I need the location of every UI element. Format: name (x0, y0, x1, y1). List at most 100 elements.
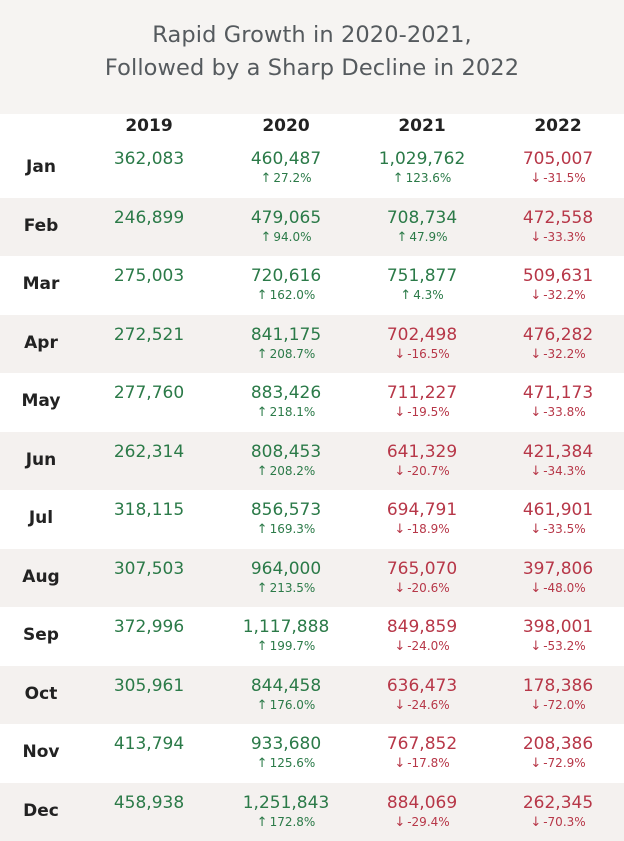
cell-value: 641,329 (352, 442, 492, 462)
change-percent: -48.0% (543, 581, 585, 595)
cell-change: ↓-32.2% (488, 287, 624, 304)
cell-value: 362,083 (79, 149, 219, 169)
cell-value: 272,521 (79, 325, 219, 345)
cell-change: ↓-33.3% (488, 229, 624, 246)
cell-value: 476,282 (488, 325, 624, 345)
change-percent: -16.5% (407, 347, 449, 361)
value-cell: 509,631↓-32.2% (488, 266, 624, 304)
value-cell: 641,329 ↓-20.7% (352, 442, 492, 480)
cell-value: 178,386 (488, 676, 624, 696)
cell-change: ↓-48.0% (488, 580, 624, 597)
change-percent: 162.0% (270, 288, 316, 302)
change-percent: -72.9% (543, 756, 585, 770)
cell-change: ↑27.2% (216, 170, 356, 187)
cell-change: ↓-18.9% (352, 521, 492, 538)
value-cell: 307,503 (79, 559, 219, 579)
value-cell: 178,386↓-72.0% (488, 676, 624, 714)
arrow-down-icon: ↓ (530, 405, 541, 420)
month-label: Mar (0, 274, 82, 294)
arrow-down-icon: ↓ (530, 464, 541, 479)
cell-value: 841,175 (216, 325, 356, 345)
month-label: Dec (0, 801, 82, 821)
change-percent: -32.2% (543, 288, 585, 302)
change-percent: -20.7% (407, 464, 449, 478)
arrow-down-icon: ↓ (530, 171, 541, 186)
cell-value: 372,996 (79, 617, 219, 637)
change-percent: -29.4% (407, 815, 449, 829)
cell-value: 479,065 (216, 208, 356, 228)
value-cell: 711,227↓-19.5% (352, 383, 492, 421)
cell-change: ↑47.9% (352, 229, 492, 246)
cell-value: 705,007 (488, 149, 624, 169)
value-cell: 460,487↑27.2% (216, 149, 356, 187)
cell-value: 421,384 (488, 442, 624, 462)
month-label: Oct (0, 684, 82, 704)
chart-title-line-2: Followed by a Sharp Decline in 2022 (105, 52, 519, 85)
value-cell: 884,069↓-29.4% (352, 793, 492, 831)
value-cell: 1,251,843↑172.8% (216, 793, 356, 831)
cell-value: 708,734 (352, 208, 492, 228)
cell-change: ↑218.1% (216, 404, 356, 421)
change-percent: 94.0% (273, 230, 311, 244)
arrow-down-icon: ↓ (530, 639, 541, 654)
arrow-down-icon: ↓ (394, 347, 405, 362)
value-cell: 883,426↑218.1% (216, 383, 356, 421)
arrow-down-icon: ↓ (394, 581, 405, 596)
cell-value: 720,616 (216, 266, 356, 286)
value-cell: 751,877↑4.3% (352, 266, 492, 304)
value-cell: 413,794 (79, 734, 219, 754)
value-cell: 702,498↓-16.5% (352, 325, 492, 363)
cell-value: 413,794 (79, 734, 219, 754)
arrow-down-icon: ↓ (394, 698, 405, 713)
change-percent: -32.2% (543, 347, 585, 361)
arrow-down-icon: ↓ (530, 288, 541, 303)
cell-change: ↓-33.8% (488, 404, 624, 421)
cell-value: 883,426 (216, 383, 356, 403)
cell-change: ↑4.3% (352, 287, 492, 304)
arrow-down-icon: ↓ (530, 347, 541, 362)
cell-change: ↓-72.9% (488, 755, 624, 772)
cell-value: 262,314 (79, 442, 219, 462)
arrow-up-icon: ↑ (257, 405, 268, 420)
cell-value: 636,473 (352, 676, 492, 696)
value-cell: 262,314 (79, 442, 219, 462)
arrow-down-icon: ↓ (394, 464, 405, 479)
value-cell: 856,573↑169.3% (216, 500, 356, 538)
cell-value: 318,115 (79, 500, 219, 520)
arrow-up-icon: ↑ (257, 639, 268, 654)
cell-change: ↓-24.0% (352, 638, 492, 655)
cell-change: ↓-24.6% (352, 697, 492, 714)
arrow-up-icon: ↑ (257, 288, 268, 303)
arrow-down-icon: ↓ (530, 756, 541, 771)
change-percent: 47.9% (409, 230, 447, 244)
cell-value: 246,899 (79, 208, 219, 228)
change-percent: 169.3% (270, 522, 316, 536)
value-cell: 272,521 (79, 325, 219, 345)
change-percent: -33.8% (543, 405, 585, 419)
cell-change: ↓-70.3% (488, 814, 624, 831)
arrow-up-icon: ↑ (257, 464, 268, 479)
value-cell: 705,007↓-31.5% (488, 149, 624, 187)
cell-change: ↑199.7% (216, 638, 356, 655)
year-header-2020: 2020 (226, 116, 346, 136)
arrow-down-icon: ↓ (530, 581, 541, 596)
value-cell: 421,384 ↓-34.3% (488, 442, 624, 480)
arrow-up-icon: ↑ (257, 698, 268, 713)
cell-value: 305,961 (79, 676, 219, 696)
month-label: Aug (0, 567, 82, 587)
arrow-down-icon: ↓ (394, 815, 405, 830)
change-percent: -20.6% (407, 581, 449, 595)
change-percent: -34.3% (543, 464, 585, 478)
value-cell: 808,453↑208.2% (216, 442, 356, 480)
cell-value: 471,173 (488, 383, 624, 403)
cell-value: 460,487 (216, 149, 356, 169)
cell-value: 711,227 (352, 383, 492, 403)
value-cell: 458,938 (79, 793, 219, 813)
cell-value: 208,386 (488, 734, 624, 754)
arrow-up-icon: ↑ (257, 815, 268, 830)
